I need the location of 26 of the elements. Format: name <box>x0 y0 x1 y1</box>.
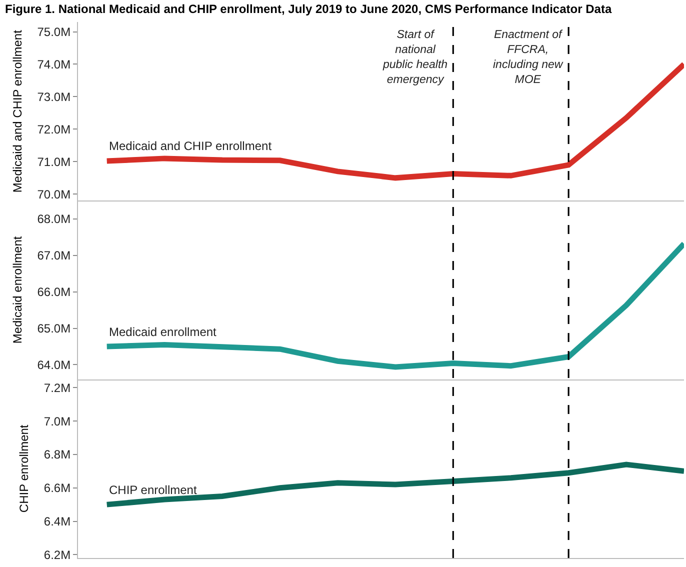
annotation: Start of national public health emergency <box>382 29 448 86</box>
y-axis-title: Medicaid enrollment <box>10 236 25 344</box>
series-label: Medicaid and CHIP enrollment <box>109 139 272 153</box>
y-tick-label: 67.0M <box>37 248 71 263</box>
y-tick-label: 68.0M <box>37 212 71 226</box>
y-tick-label: 71.0M <box>37 154 71 169</box>
y-tick-label: 6.4M <box>44 514 71 528</box>
y-tick-label: 6.2M <box>44 548 71 562</box>
series-label: Medicaid enrollment <box>109 325 218 339</box>
y-tick-label: 7.0M <box>44 414 71 428</box>
y-tick-label: 70.0M <box>37 187 71 202</box>
y-tick-label: 72.0M <box>37 122 71 136</box>
y-tick-label: 7.2M <box>44 380 71 395</box>
y-tick-label: 6.8M <box>44 448 71 462</box>
y-axis-title: CHIP enrollment <box>17 424 32 513</box>
y-tick-label: 66.0M <box>37 285 71 300</box>
series-label: CHIP enrollment <box>109 483 198 497</box>
y-tick-label: 74.0M <box>37 57 71 72</box>
y-tick-label: 73.0M <box>37 90 71 104</box>
y-tick-label: 75.0M <box>37 24 71 39</box>
y-tick-label: 64.0M <box>37 358 71 372</box>
y-axis-title: Medicaid and CHIP enrollment <box>10 29 25 193</box>
chart-title: Figure 1. National Medicaid and CHIP enrollment, July 2019 to June 2020, CMS Performance Indicator Data <box>5 2 612 16</box>
annotation: Enactment of FFCRA, including new MOE <box>493 29 564 86</box>
y-tick-label: 65.0M <box>37 321 71 336</box>
y-tick-label: 6.6M <box>44 481 71 496</box>
